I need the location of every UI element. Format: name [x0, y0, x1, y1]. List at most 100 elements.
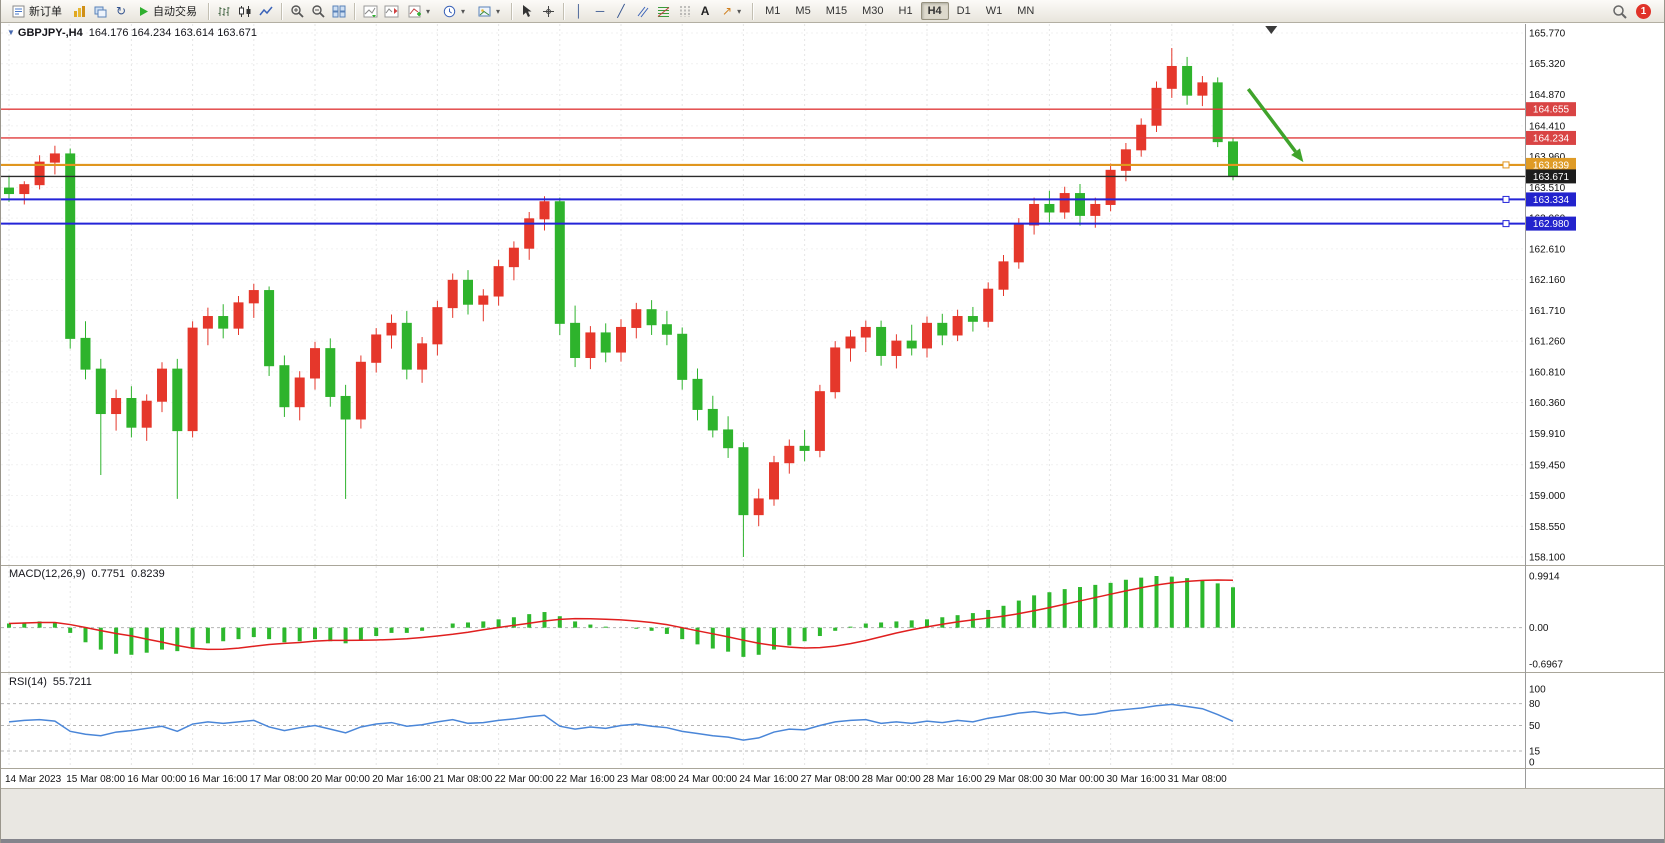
horizontal-line-icon: ─	[595, 4, 605, 18]
chart-shift-button[interactable]	[381, 2, 401, 21]
svg-text:21 Mar 08:00: 21 Mar 08:00	[433, 774, 492, 785]
svg-text:162.980: 162.980	[1533, 219, 1570, 230]
new-chart-icon	[73, 5, 85, 17]
templates-button[interactable]: ▾	[472, 2, 506, 21]
svg-text:160.810: 160.810	[1529, 367, 1566, 378]
auto-scroll-button[interactable]	[360, 2, 380, 21]
svg-text:159.000: 159.000	[1529, 491, 1566, 502]
text-tool-icon: A	[700, 4, 710, 18]
notification-badge[interactable]: 1	[1636, 3, 1651, 19]
rsi-value: 55.7211	[52, 676, 92, 688]
profiles-button[interactable]	[90, 2, 110, 21]
svg-text:162.160: 162.160	[1529, 275, 1566, 286]
cursor-button[interactable]	[517, 2, 537, 21]
chart-ohlc-values: 164.176 164.234 163.614 163.671	[88, 27, 257, 39]
svg-text:27 Mar 08:00: 27 Mar 08:00	[801, 774, 860, 785]
new-chart-button[interactable]	[69, 2, 89, 21]
svg-text:164.234: 164.234	[1533, 133, 1570, 144]
svg-text:20 Mar 00:00: 20 Mar 00:00	[311, 774, 370, 785]
chart-symbol-label: GBPJPY-,H4	[17, 27, 83, 39]
bar-chart-button[interactable]	[214, 2, 234, 21]
svg-text:165.320: 165.320	[1529, 59, 1566, 70]
periods-button[interactable]: ▾	[437, 2, 471, 21]
svg-text:23 Mar 08:00: 23 Mar 08:00	[617, 774, 676, 785]
tile-windows-button[interactable]	[329, 2, 349, 21]
indicators-button[interactable]: ▾	[402, 2, 436, 21]
horizontal-line-button[interactable]: ─	[590, 2, 610, 21]
svg-text:0: 0	[1529, 758, 1535, 769]
svg-text:158.550: 158.550	[1529, 522, 1566, 533]
timeframe-m1[interactable]: M1	[765, 5, 781, 17]
templates-caret-icon: ▾	[496, 6, 501, 16]
svg-text:162.610: 162.610	[1529, 244, 1566, 255]
chart-collapse-icon[interactable]: ▼	[7, 28, 15, 37]
arrows-tool-button[interactable]: ↗ ▾	[716, 2, 747, 20]
indicators-icon	[408, 5, 421, 17]
line-chart-button[interactable]	[256, 2, 276, 21]
svg-text:160.360: 160.360	[1529, 398, 1566, 409]
svg-text:159.910: 159.910	[1529, 429, 1566, 440]
svg-text:80: 80	[1529, 699, 1541, 710]
zoom-in-button[interactable]	[287, 2, 307, 21]
new-order-icon	[12, 5, 25, 17]
timeframe-mn[interactable]: MN	[1017, 5, 1035, 17]
svg-text:30 Mar 00:00: 30 Mar 00:00	[1045, 774, 1104, 785]
svg-text:100: 100	[1529, 685, 1546, 696]
timeframe-d1[interactable]: D1	[956, 5, 971, 17]
zoom-in-icon	[291, 5, 304, 18]
svg-text:-0.6967: -0.6967	[1529, 660, 1563, 671]
trendline-icon: ╱	[617, 4, 625, 18]
refresh-button[interactable]: ↻	[111, 2, 131, 21]
autotrading-label: 自动交易	[153, 6, 197, 18]
window-bottom-band	[1, 788, 1664, 843]
cycle-lines-button[interactable]	[674, 2, 694, 21]
fibonacci-button[interactable]	[653, 2, 673, 21]
indicators-caret-icon: ▾	[426, 6, 431, 16]
templates-icon	[478, 6, 491, 16]
vertical-line-button[interactable]: │	[569, 2, 589, 21]
timeframe-m5[interactable]: M5	[795, 5, 811, 17]
toolbar-separator	[563, 2, 565, 20]
svg-text:14 Mar 2023: 14 Mar 2023	[5, 774, 62, 785]
search-icon[interactable]	[1612, 4, 1627, 19]
macd-signal-value: 0.8239	[131, 568, 165, 580]
timeframe-m15[interactable]: M15	[825, 5, 848, 17]
svg-text:50: 50	[1529, 721, 1541, 732]
rsi-title-label: RSI(14)	[9, 676, 47, 688]
zoom-out-button[interactable]	[308, 2, 328, 21]
toolbar-separator	[752, 2, 754, 20]
chart-title: ▼ GBPJPY-,H4 164.176 164.234 163.614 163.6…	[7, 27, 257, 39]
fibonacci-icon	[657, 6, 669, 17]
svg-text:16 Mar 16:00: 16 Mar 16:00	[189, 774, 248, 785]
window-bottom-edge	[1, 839, 1664, 843]
svg-text:15: 15	[1529, 747, 1541, 758]
autotrading-button[interactable]: 自动交易	[132, 0, 203, 22]
timeframe-h4[interactable]: H4	[920, 2, 949, 20]
zoom-out-icon	[312, 5, 325, 18]
svg-text:15 Mar 08:00: 15 Mar 08:00	[66, 774, 125, 785]
crosshair-button[interactable]	[538, 2, 558, 21]
svg-text:163.671: 163.671	[1533, 172, 1570, 183]
timeframe-w1[interactable]: W1	[985, 5, 1003, 17]
new-order-button[interactable]: 新订单	[6, 0, 68, 22]
timeframe-h1[interactable]: H1	[898, 5, 913, 17]
svg-text:158.100: 158.100	[1529, 553, 1566, 564]
autotrading-play-icon	[140, 6, 148, 16]
svg-text:163.960: 163.960	[1529, 152, 1566, 163]
svg-text:20 Mar 16:00: 20 Mar 16:00	[372, 774, 431, 785]
trendline-button[interactable]: ╱	[611, 2, 631, 21]
toolbar-separator	[281, 2, 282, 20]
candlestick-chart-button[interactable]	[235, 2, 255, 21]
toolbar-separator	[354, 2, 355, 20]
text-tool-button[interactable]: A	[695, 2, 715, 21]
svg-text:163.510: 163.510	[1529, 183, 1566, 194]
macd-main-value: 0.7751	[91, 568, 126, 580]
tile-windows-icon	[332, 5, 346, 17]
macd-title-label: MACD(12,26,9)	[9, 568, 86, 580]
auto-scroll-icon	[363, 5, 377, 17]
timeframe-m30[interactable]: M30	[862, 5, 884, 17]
channel-button[interactable]	[632, 2, 652, 21]
arrows-caret-icon: ▾	[737, 6, 742, 16]
line-chart-icon	[259, 6, 273, 15]
